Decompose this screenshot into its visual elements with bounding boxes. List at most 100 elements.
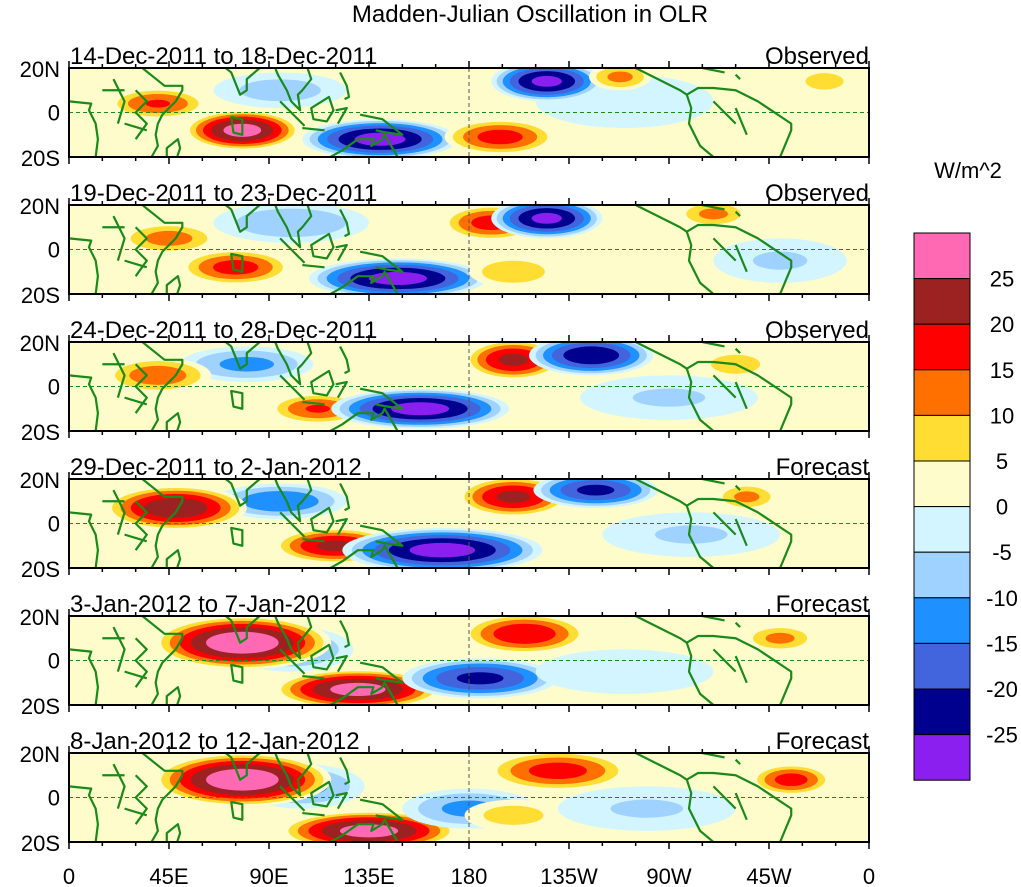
x-tick-label: 0: [863, 864, 875, 887]
y-tick-label: 20S: [21, 146, 60, 171]
contour-band: [391, 402, 450, 416]
panel: 3-Jan-2012 to 7-Jan-2012 Forecast 20N 0 20S: [20, 591, 870, 719]
panel: 19-Dec-2011 to 23-Dec-2011 Observed 20N 0 20…: [20, 180, 870, 308]
contour-band: [576, 484, 615, 496]
colorbar-label: 0: [996, 495, 1008, 520]
contour-band: [496, 490, 531, 503]
contour-band: [145, 230, 193, 246]
panel-type: Forecast: [776, 454, 870, 481]
contour-band: [354, 132, 406, 146]
panel-period: 24-Dec-2011 to 28-Dec-2011: [70, 317, 377, 344]
x-tick-label: 135E: [343, 864, 394, 887]
y-tick-label: 20N: [20, 331, 60, 356]
contour-band: [482, 260, 545, 283]
y-tick-label: 0: [48, 786, 60, 811]
y-tick-label: 0: [48, 375, 60, 400]
panel-plot: [69, 753, 869, 842]
colorbar-label: -5: [992, 540, 1012, 565]
contour-band: [531, 212, 562, 224]
colorbar-label: -10: [986, 586, 1018, 611]
colorbar-box: [913, 734, 971, 781]
colorbar-box: [913, 460, 971, 508]
contour-band: [477, 129, 523, 145]
contour-band: [535, 649, 714, 694]
y-tick-label: 20S: [21, 420, 60, 445]
contour-band: [143, 497, 208, 518]
colorbar-label: -15: [986, 631, 1018, 656]
colorbar: W/m^2 25 20 15 10 5 0 -5 -10 -15 -20 -25: [913, 158, 1018, 781]
x-tick-label: 180: [451, 864, 488, 887]
contour-band: [206, 631, 279, 654]
contour-band: [752, 251, 808, 270]
contour-band: [774, 773, 808, 787]
y-tick-label: 0: [48, 649, 60, 674]
contour-band: [239, 79, 321, 102]
colorbar-label: 25: [990, 267, 1014, 292]
colorbar-box: [913, 551, 971, 599]
x-tick-label: 45W: [746, 864, 791, 887]
colorbar-label: 20: [990, 312, 1014, 337]
y-tick-label: 20S: [21, 557, 60, 582]
panel-plot: [69, 616, 869, 705]
x-tick-label: 90W: [646, 864, 691, 887]
contour-band: [765, 632, 795, 644]
panel-plot: [69, 342, 869, 431]
contour-band: [498, 353, 529, 366]
contour-band: [734, 491, 760, 503]
x-tick-label: 45E: [149, 864, 188, 887]
contour-band: [654, 525, 728, 544]
colorbar-units: W/m^2: [934, 158, 1002, 183]
contour-band: [236, 208, 347, 237]
x-tick-label: 135W: [540, 864, 598, 887]
y-tick-label: 0: [48, 101, 60, 126]
contour-band: [483, 805, 544, 825]
colorbar-box: [913, 688, 971, 736]
x-tick-label: 90E: [249, 864, 288, 887]
y-tick-label: 0: [48, 512, 60, 537]
panel: 24-Dec-2011 to 28-Dec-2011 Observed 20N 0 20…: [20, 317, 870, 445]
panel-type: Observed: [765, 43, 869, 70]
colorbar-box: [913, 642, 971, 690]
panel: 14-Dec-2011 to 18-Dec-2011 Observed 20N 0 20…: [20, 43, 870, 171]
y-tick-label: 20N: [20, 742, 60, 767]
panel: 29-Dec-2011 to 2-Jan-2012 Forecast 20N 0 20S: [20, 454, 870, 582]
panel-plot: [69, 205, 869, 294]
contour-band: [563, 346, 620, 365]
colorbar-box: [913, 278, 971, 325]
contour-band: [212, 260, 259, 275]
panel-plot: [69, 68, 869, 157]
y-tick-label: 20N: [20, 57, 60, 82]
x-tick-label: 0: [63, 864, 75, 887]
y-tick-label: 20N: [20, 605, 60, 630]
contour-band: [241, 490, 319, 512]
colorbar-label: 15: [990, 358, 1014, 383]
contour-band: [129, 365, 187, 385]
y-tick-label: 0: [48, 238, 60, 263]
x-axis: 0 45E 90E 135E 180 135W 90W 45W 0: [63, 864, 875, 887]
colorbar-box: [913, 369, 971, 416]
panel-period: 19-Dec-2011 to 23-Dec-2011: [70, 180, 377, 207]
contour-band: [456, 672, 504, 685]
panel-period: 8-Jan-2012 to 12-Jan-2012: [70, 728, 360, 755]
contour-band: [528, 762, 587, 779]
y-tick-label: 20S: [21, 283, 60, 308]
colorbar-label: -20: [986, 677, 1018, 702]
contour-band: [805, 73, 844, 90]
colorbar-box: [913, 323, 971, 371]
panel-type: Forecast: [776, 728, 870, 755]
panel-type: Forecast: [776, 591, 870, 618]
contour-band: [698, 208, 728, 220]
y-tick-label: 20N: [20, 194, 60, 219]
y-tick-label: 20S: [21, 831, 60, 856]
chart-title: Madden-Julian Oscillation in OLR: [352, 1, 708, 28]
colorbar-box: [913, 414, 971, 462]
contour-band: [305, 404, 331, 413]
contour-band: [607, 71, 633, 83]
panel-type: Observed: [765, 180, 869, 207]
y-tick-label: 20N: [20, 468, 60, 493]
panel: 8-Jan-2012 to 12-Jan-2012 Forecast 20N 0 20S: [20, 728, 870, 856]
panel-period: 14-Dec-2011 to 18-Dec-2011: [70, 43, 377, 70]
colorbar-box: [913, 597, 971, 644]
contour-band: [409, 542, 476, 558]
colorbar-box: [913, 506, 971, 553]
